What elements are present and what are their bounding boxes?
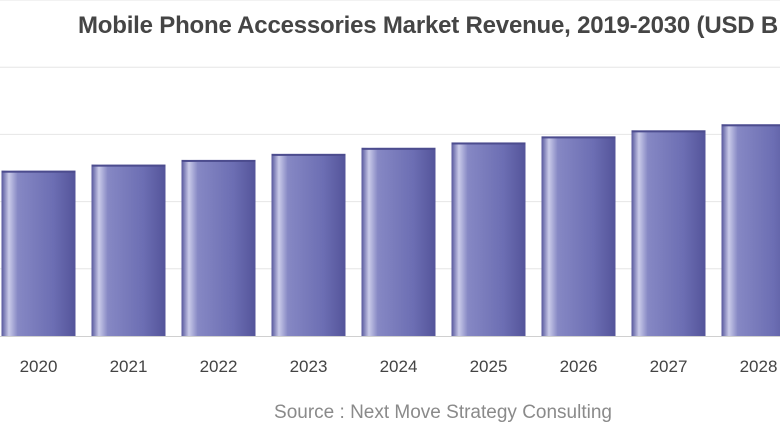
bars <box>1 124 780 336</box>
x-tick-label: 2020 <box>20 357 58 376</box>
bar-2021 <box>91 164 166 336</box>
bar-body <box>541 136 616 336</box>
x-tick-label: 2024 <box>380 357 418 376</box>
x-tick-label: 2022 <box>200 357 238 376</box>
bar-2026 <box>541 136 616 336</box>
x-tick-label: 2021 <box>110 357 148 376</box>
bar-body <box>271 153 346 336</box>
bar-body <box>1 170 76 336</box>
bar-body <box>721 124 780 336</box>
x-tick-labels: 2020 2021 2022 2023 2024 2025 2026 2027 2028 <box>20 357 778 376</box>
bar-top-edge <box>91 164 166 167</box>
x-tick-label: 2027 <box>650 357 688 376</box>
bar-body <box>451 142 526 336</box>
x-tick-label: 2028 <box>740 357 778 376</box>
bar-top-edge <box>541 136 616 139</box>
bar-2020 <box>1 170 76 336</box>
chart-title: Mobile Phone Accessories Market Revenue,… <box>78 12 778 39</box>
bar-top-edge <box>721 124 780 127</box>
bar-top-edge <box>181 159 256 162</box>
bar-top-edge <box>1 170 76 173</box>
chart-source: Source : Next Move Strategy Consulting <box>274 402 612 423</box>
bar-2022 <box>181 159 256 336</box>
bar-body <box>361 147 436 336</box>
bar-body <box>181 159 256 336</box>
bar-2025 <box>451 142 526 336</box>
bar-2028 <box>721 124 780 336</box>
bar-top-edge <box>451 142 526 145</box>
bar-top-edge <box>361 147 436 150</box>
bar-2027 <box>631 130 706 336</box>
x-tick-label: 2023 <box>290 357 328 376</box>
bar-2023 <box>271 153 346 336</box>
x-tick-label: 2026 <box>560 357 598 376</box>
x-tick-label: 2025 <box>470 357 508 376</box>
bar-top-edge <box>271 153 346 156</box>
bar-2024 <box>361 147 436 336</box>
bar-body <box>91 164 166 336</box>
bar-body <box>631 130 706 336</box>
bar-top-edge <box>631 130 706 133</box>
